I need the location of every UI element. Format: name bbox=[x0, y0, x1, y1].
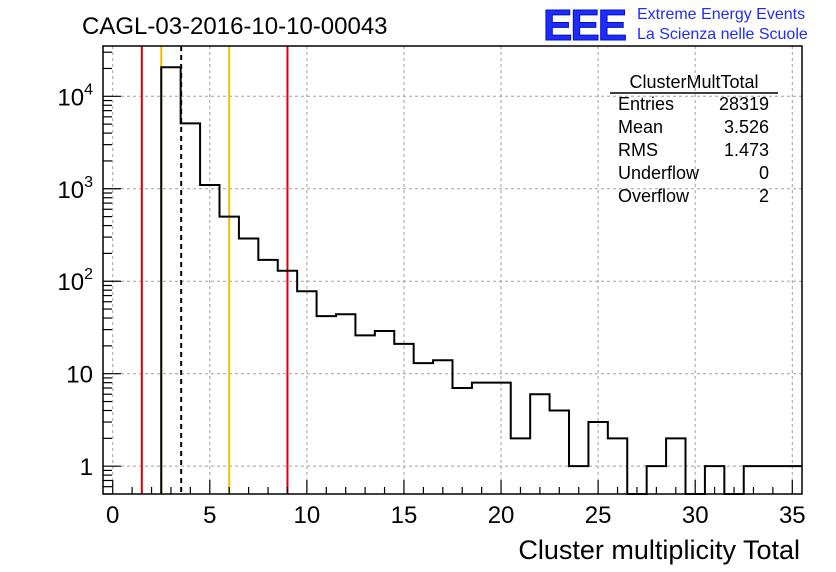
histogram-bin bbox=[666, 438, 685, 494]
y-tick-label: 104 bbox=[57, 81, 93, 111]
stats-row-value: 28319 bbox=[719, 94, 769, 114]
x-tick-label: 10 bbox=[294, 502, 321, 529]
x-tick-label: 20 bbox=[488, 502, 515, 529]
histogram-bin bbox=[278, 271, 297, 494]
histogram-bin bbox=[472, 383, 491, 494]
y-tick-label: 10 bbox=[66, 362, 93, 389]
histogram-bin bbox=[161, 67, 180, 494]
logo-line-2: La Scienza nelle Scuole bbox=[637, 26, 808, 43]
histogram-bin bbox=[414, 363, 433, 494]
x-tick-label: 35 bbox=[779, 502, 806, 529]
histogram-bin bbox=[181, 123, 200, 494]
y-tick-label: 1 bbox=[80, 454, 93, 481]
x-tick-label: 15 bbox=[391, 502, 418, 529]
histogram-bin bbox=[297, 291, 316, 494]
x-tick-label: 0 bbox=[106, 502, 119, 529]
histogram-outline bbox=[160, 66, 802, 495]
histogram-layer bbox=[160, 66, 802, 495]
histogram-bin bbox=[336, 314, 355, 494]
run-title: CAGL-03-2016-10-10-00043 bbox=[82, 13, 388, 40]
y-tick-label: 102 bbox=[57, 266, 93, 296]
stats-row-value: 1.473 bbox=[724, 140, 769, 160]
histogram-bin bbox=[375, 331, 394, 494]
stats-box: ClusterMultTotal Entries 28319 Mean 3.526 RM… bbox=[610, 72, 778, 206]
eee-logo: EEE bbox=[543, 1, 626, 50]
x-axis-label: Cluster multiplicity Total bbox=[518, 535, 800, 565]
histogram-bin bbox=[530, 394, 549, 494]
histogram-bin bbox=[433, 360, 452, 494]
histogram-bin bbox=[200, 185, 219, 494]
histogram-bin bbox=[317, 316, 336, 494]
stats-row-label: Underflow bbox=[618, 163, 700, 183]
stats-rows: Entries 28319 Mean 3.526 RMS 1.473 Underflow 0 O… bbox=[618, 94, 769, 206]
stats-row-value: 0 bbox=[759, 163, 769, 183]
histogram-bin bbox=[550, 410, 569, 494]
stats-row-value: 2 bbox=[759, 186, 769, 206]
histogram-bin bbox=[511, 438, 530, 494]
stats-row-label: Overflow bbox=[618, 186, 690, 206]
stats-title: ClusterMultTotal bbox=[629, 72, 758, 92]
stats-row-label: Entries bbox=[618, 94, 674, 114]
histogram-bin bbox=[491, 383, 510, 494]
histogram-bin bbox=[453, 388, 472, 494]
histogram-bin bbox=[239, 238, 258, 494]
histogram-bin bbox=[608, 438, 627, 494]
stats-row-label: RMS bbox=[618, 140, 658, 160]
histogram-bin bbox=[258, 260, 277, 494]
logo-line-1: Extreme Energy Events bbox=[637, 6, 805, 23]
x-tick-label: 30 bbox=[682, 502, 709, 529]
histogram-bin bbox=[394, 344, 413, 494]
x-tick-label: 5 bbox=[203, 502, 216, 529]
stats-row-label: Mean bbox=[618, 117, 663, 137]
histogram-bin bbox=[355, 335, 374, 494]
y-tick-label: 103 bbox=[57, 174, 93, 204]
stats-row-value: 3.526 bbox=[724, 117, 769, 137]
x-tick-label: 25 bbox=[585, 502, 612, 529]
histogram-bin bbox=[220, 217, 239, 494]
plot-frame bbox=[102, 45, 803, 495]
